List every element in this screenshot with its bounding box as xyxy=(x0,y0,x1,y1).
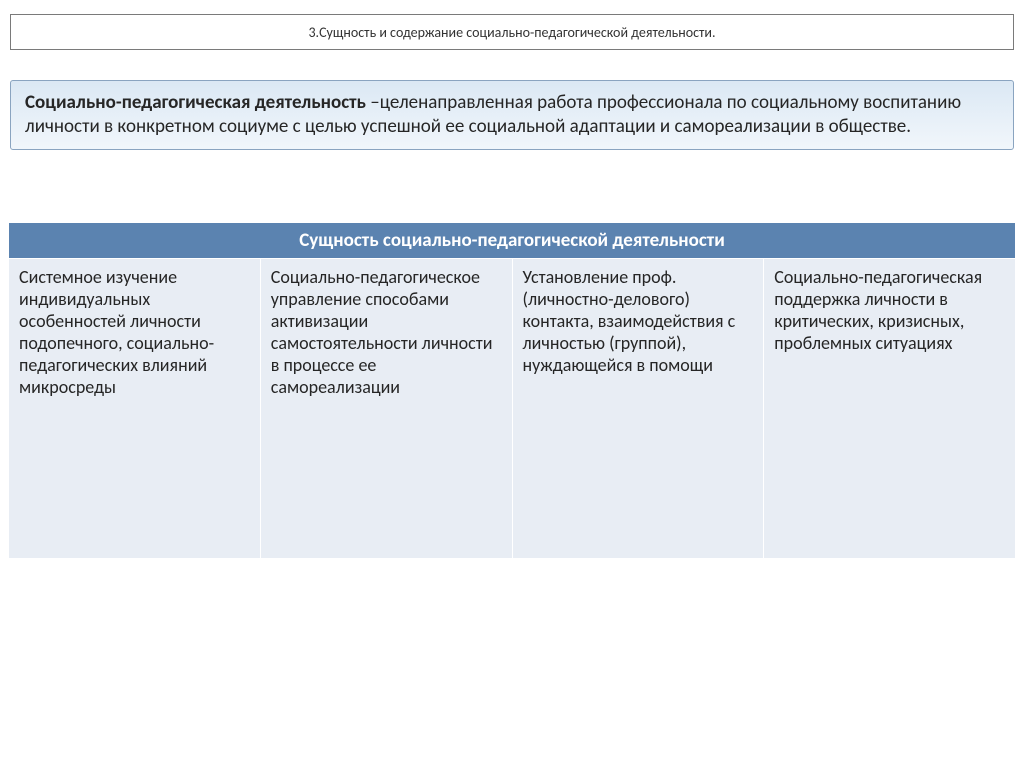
essence-table: Сущность социально-педагогической деятел… xyxy=(8,222,1016,559)
essence-cell-2: Социально-педагогическое управление спос… xyxy=(260,259,512,559)
essence-cell-3: Установление проф. (личностно-делового) … xyxy=(512,259,764,559)
table-row: Системное изучение индивидуальных особен… xyxy=(9,259,1016,559)
essence-cell-4: Социально-педагогическая поддержка лично… xyxy=(764,259,1016,559)
essence-table-header: Сущность социально-педагогической деятел… xyxy=(9,223,1016,259)
slide-title-box: 3.Сущность и содержание социально-педаго… xyxy=(10,14,1014,50)
slide-title-text: 3.Сущность и содержание социально-педаго… xyxy=(308,24,715,41)
definition-box: Социально-педагогическая деятельность –ц… xyxy=(10,80,1014,150)
essence-cell-1: Системное изучение индивидуальных особен… xyxy=(9,259,261,559)
definition-term: Социально-педагогическая деятельность xyxy=(25,91,370,114)
slide: 3.Сущность и содержание социально-педаго… xyxy=(0,0,1024,768)
